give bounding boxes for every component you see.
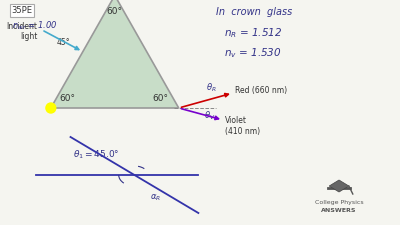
Circle shape bbox=[46, 103, 56, 113]
Text: 45°: 45° bbox=[56, 38, 70, 47]
Text: $n_R$ = 1.512: $n_R$ = 1.512 bbox=[224, 26, 282, 40]
Text: $\theta_R$: $\theta_R$ bbox=[206, 82, 217, 94]
Text: $\theta_V$: $\theta_V$ bbox=[204, 110, 216, 122]
Text: ANSWERS: ANSWERS bbox=[321, 208, 357, 213]
Text: In  crown  glass: In crown glass bbox=[216, 7, 292, 17]
Text: Incident
light: Incident light bbox=[6, 22, 38, 41]
Text: 60°: 60° bbox=[60, 94, 76, 103]
Text: 60°: 60° bbox=[107, 7, 123, 16]
Text: Violet
(410 nm): Violet (410 nm) bbox=[225, 116, 260, 136]
Polygon shape bbox=[51, 0, 179, 108]
Text: $n_{air}$ = 1.00: $n_{air}$ = 1.00 bbox=[12, 20, 57, 32]
Text: 60°: 60° bbox=[153, 94, 169, 103]
Text: Red (660 nm): Red (660 nm) bbox=[235, 86, 287, 95]
Text: $n_v$ = 1.530: $n_v$ = 1.530 bbox=[224, 46, 282, 60]
Text: $\alpha_R$: $\alpha_R$ bbox=[150, 193, 161, 203]
Text: $\theta_1 = 45.0°$: $\theta_1 = 45.0°$ bbox=[74, 149, 120, 161]
Polygon shape bbox=[329, 180, 349, 192]
Text: College Physics: College Physics bbox=[315, 200, 363, 205]
Text: 35PE: 35PE bbox=[12, 6, 32, 15]
